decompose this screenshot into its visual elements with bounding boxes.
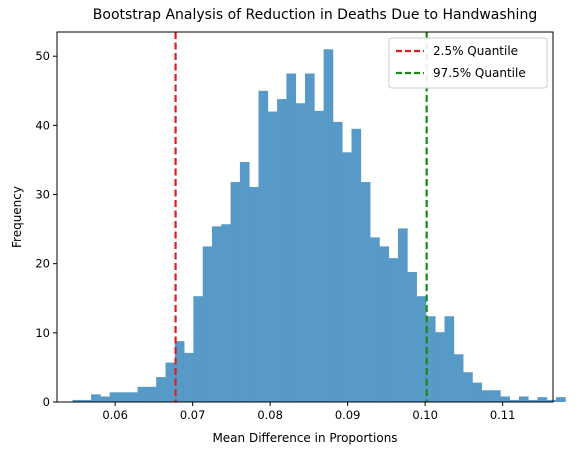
- histogram-bar: [81, 399, 92, 402]
- histogram-bar: [221, 224, 231, 402]
- histogram-bar: [277, 99, 287, 402]
- histogram-bar: [128, 392, 138, 402]
- histogram-bar: [100, 396, 111, 402]
- y-tick-label: 30: [35, 188, 50, 202]
- x-axis-label: Mean Difference in Proportions: [212, 431, 397, 445]
- histogram-bar: [407, 271, 417, 402]
- histogram-bar: [500, 396, 510, 402]
- histogram-bar: [518, 396, 529, 402]
- y-tick-label: 10: [35, 326, 50, 340]
- histogram-bar: [481, 390, 492, 402]
- legend: 2.5% Quantile 97.5% Quantile: [388, 37, 548, 89]
- legend-box: [388, 37, 548, 89]
- histogram-bar: [156, 377, 166, 402]
- y-tick-label: 20: [35, 257, 50, 271]
- y-tick-label: 0: [43, 395, 50, 409]
- x-tick-label: 0.06: [102, 408, 128, 422]
- histogram-bar: [444, 316, 455, 402]
- histogram-bar: [342, 152, 352, 402]
- histogram-bar: [546, 399, 557, 402]
- histogram-bar: [146, 386, 157, 402]
- quantile-lines: [174, 32, 428, 402]
- histogram-bar: [398, 228, 408, 402]
- x-axis-ticks: 0.06 0.07 0.08 0.09 0.10 0.11: [102, 402, 515, 422]
- histogram-bar: [332, 121, 343, 402]
- histogram-bar: [491, 390, 501, 402]
- histogram-bar: [267, 111, 278, 402]
- histogram-bar: [528, 399, 538, 402]
- histogram-bar: [230, 182, 241, 402]
- histogram-bar: [202, 246, 213, 402]
- histogram-bar: [119, 392, 129, 402]
- x-tick-label: 0.09: [335, 408, 361, 422]
- histogram-bar: [109, 392, 120, 402]
- x-tick-label: 0.07: [180, 408, 206, 422]
- y-tick-label: 50: [35, 49, 50, 63]
- y-axis-label: Frequency: [10, 186, 24, 248]
- histogram-bar: [91, 394, 101, 402]
- histogram-bar: [351, 128, 362, 402]
- histogram-bar: [249, 186, 259, 402]
- histogram-bar: [323, 49, 334, 402]
- plot-frame: [56, 31, 554, 403]
- histogram-bars: [72, 49, 566, 402]
- histogram-bar: [165, 362, 176, 402]
- histogram-bar: [379, 246, 390, 402]
- histogram-bar: [305, 73, 315, 402]
- histogram-bar: [239, 162, 250, 402]
- x-tick-label: 0.10: [412, 408, 438, 422]
- x-tick-label: 0.08: [257, 408, 283, 422]
- histogram-bar: [174, 341, 185, 402]
- histogram-bar: [193, 296, 204, 402]
- histogram-bar: [453, 354, 464, 402]
- histogram-bar: [360, 182, 371, 402]
- histogram-bar: [295, 103, 306, 402]
- y-axis-ticks: 0 10 20 30 40 50: [35, 49, 57, 409]
- histogram-bar: [537, 397, 548, 402]
- histogram-bar: [472, 382, 483, 402]
- x-tick-label: 0.11: [490, 408, 516, 422]
- histogram-bar: [463, 372, 473, 402]
- histogram-bar: [137, 386, 148, 402]
- histogram-bar: [212, 226, 222, 402]
- histogram-bar: [314, 110, 324, 402]
- histogram-bar: [184, 352, 194, 402]
- histogram-bar: [556, 397, 566, 402]
- histogram-bar: [258, 90, 269, 402]
- legend-label-97.5-quantile: 97.5% Quantile: [433, 66, 526, 80]
- histogram-bar: [435, 332, 445, 402]
- histogram-bar: [72, 399, 83, 402]
- legend-label-2.5-quantile: 2.5% Quantile: [433, 44, 518, 58]
- histogram-bar: [286, 73, 297, 402]
- y-tick-label: 40: [35, 118, 50, 132]
- histogram-bar: [425, 316, 436, 402]
- histogram-bar: [509, 399, 520, 402]
- histogram-bar: [416, 296, 427, 402]
- histogram-bar: [388, 258, 399, 402]
- chart-title: Bootstrap Analysis of Reduction in Death…: [93, 7, 537, 23]
- histogram-bar: [370, 237, 380, 402]
